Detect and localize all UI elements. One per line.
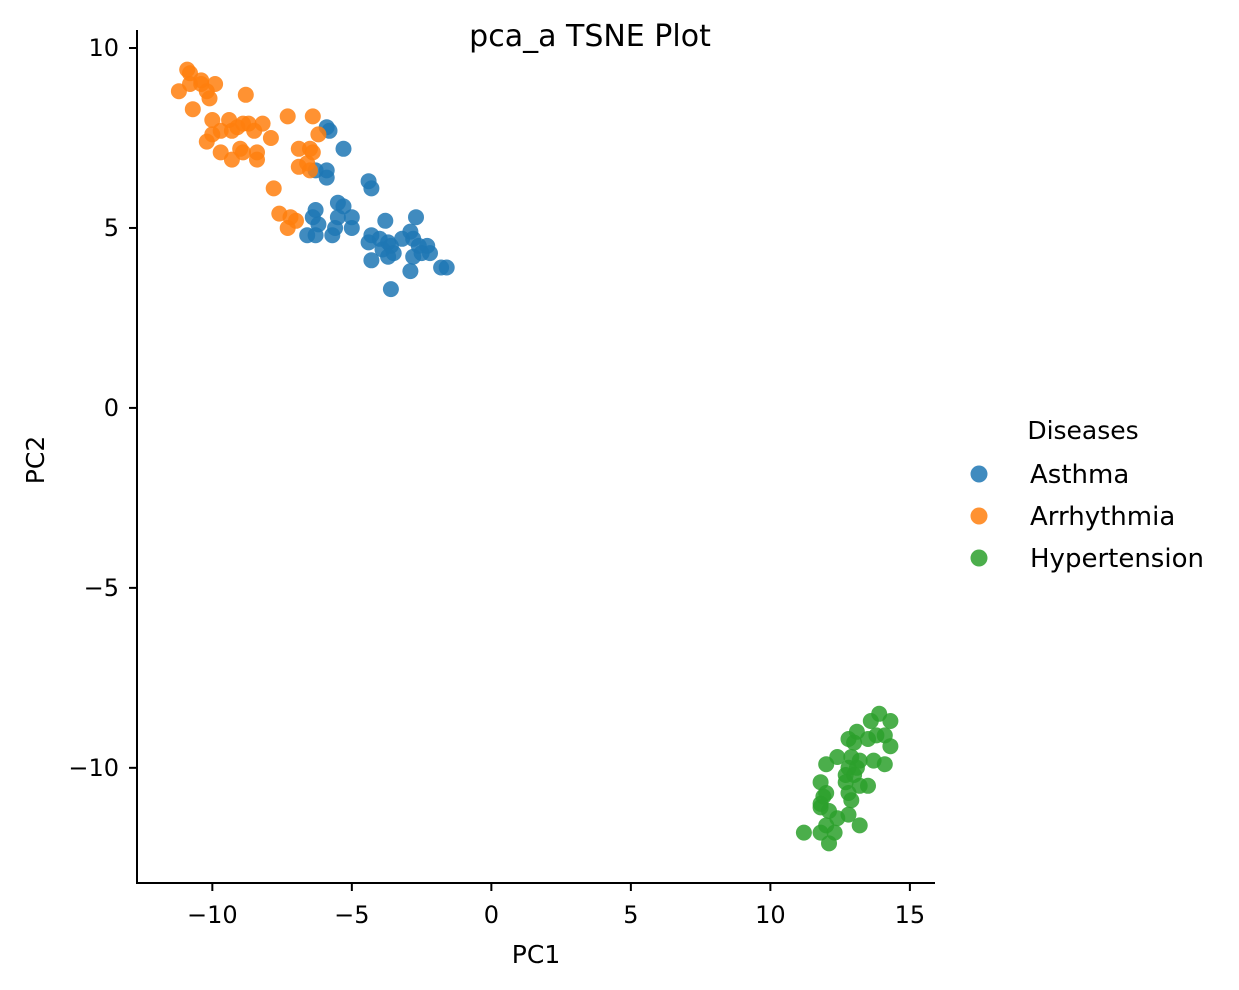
y-tick-label: 10	[88, 34, 119, 62]
legend-items: Asthma Arrhythmia Hypertension	[970, 460, 1204, 574]
point-asthma-42	[382, 281, 399, 298]
x-ticks: −10 −5 0 5 10 15	[187, 883, 925, 929]
point-hypertension-14	[818, 756, 835, 773]
point-arrhythmia-37	[302, 162, 318, 179]
legend-marker-hypertension	[970, 549, 988, 567]
legend-label-asthma: Asthma	[1030, 460, 1129, 490]
point-hypertension-28	[843, 792, 860, 809]
point-asthma-37	[422, 245, 438, 262]
point-arrhythmia-25	[198, 133, 215, 150]
legend-title: Diseases	[1027, 416, 1138, 445]
point-asthma-16	[343, 220, 360, 236]
x-tick-label: 10	[755, 901, 786, 929]
point-arrhythmia-21	[246, 122, 263, 139]
point-arrhythmia-29	[223, 151, 240, 168]
point-arrhythmia-42	[279, 220, 296, 236]
point-hypertension-23	[860, 777, 876, 794]
y-tick-label: 5	[104, 214, 119, 242]
y-tick-label: −5	[84, 574, 119, 602]
legend-marker-arrhythmia	[970, 507, 988, 525]
point-hypertension-35	[795, 824, 812, 841]
point-asthma-34	[380, 248, 397, 265]
point-arrhythmia-32	[290, 140, 307, 157]
x-tick-label: −5	[334, 901, 369, 929]
point-arrhythmia-6	[170, 83, 187, 100]
y-tick-label: 0	[104, 394, 119, 422]
point-hypertension-1	[882, 713, 899, 729]
point-asthma-21	[408, 209, 424, 226]
point-arrhythmia-23	[310, 126, 327, 143]
point-hypertension-9	[882, 738, 899, 755]
legend-marker-asthma	[970, 465, 988, 483]
point-hypertension-32	[840, 806, 857, 823]
points-layer	[170, 61, 899, 852]
point-asthma-2	[335, 140, 352, 157]
y-tick-label: −10	[68, 754, 119, 782]
point-asthma-7	[363, 180, 380, 197]
x-axis-label: PC1	[512, 940, 560, 969]
axes	[136, 30, 935, 884]
point-arrhythmia-38	[265, 180, 282, 197]
point-asthma-19	[324, 227, 341, 244]
x-tick-label: −10	[187, 901, 238, 929]
x-tick-label: 5	[623, 901, 638, 929]
point-asthma-18	[307, 227, 324, 244]
point-arrhythmia-10	[184, 101, 201, 118]
point-arrhythmia-24	[262, 130, 279, 146]
y-ticks: −10 −5 0 5 10	[68, 34, 137, 782]
point-asthma-5	[318, 169, 335, 186]
point-arrhythmia-31	[249, 151, 265, 168]
point-asthma-41	[438, 259, 455, 276]
point-asthma-24	[360, 234, 377, 251]
point-asthma-20	[377, 212, 394, 229]
legend-label-arrhythmia: Arrhythmia	[1030, 502, 1175, 532]
point-hypertension-38	[821, 835, 837, 852]
point-asthma-39	[402, 263, 419, 280]
y-axis-label: PC2	[21, 436, 50, 484]
legend-label-hypertension: Hypertension	[1030, 544, 1204, 574]
point-hypertension-2	[862, 713, 879, 729]
point-asthma-38	[363, 252, 380, 269]
point-arrhythmia-11	[279, 108, 296, 125]
legend: Diseases Asthma Arrhythmia Hypertension	[970, 416, 1204, 574]
point-hypertension-17	[876, 756, 893, 773]
point-hypertension-5	[846, 734, 863, 751]
point-arrhythmia-8	[201, 90, 218, 107]
point-hypertension-34	[851, 817, 868, 834]
point-arrhythmia-12	[304, 108, 321, 125]
point-hypertension-36	[812, 824, 829, 841]
point-arrhythmia-20	[229, 119, 246, 136]
x-tick-label: 15	[895, 901, 926, 929]
x-tick-label: 0	[484, 901, 499, 929]
point-arrhythmia-13	[204, 112, 221, 128]
chart-title: pca_a TSNE Plot	[469, 19, 711, 54]
point-arrhythmia-9	[237, 86, 254, 103]
